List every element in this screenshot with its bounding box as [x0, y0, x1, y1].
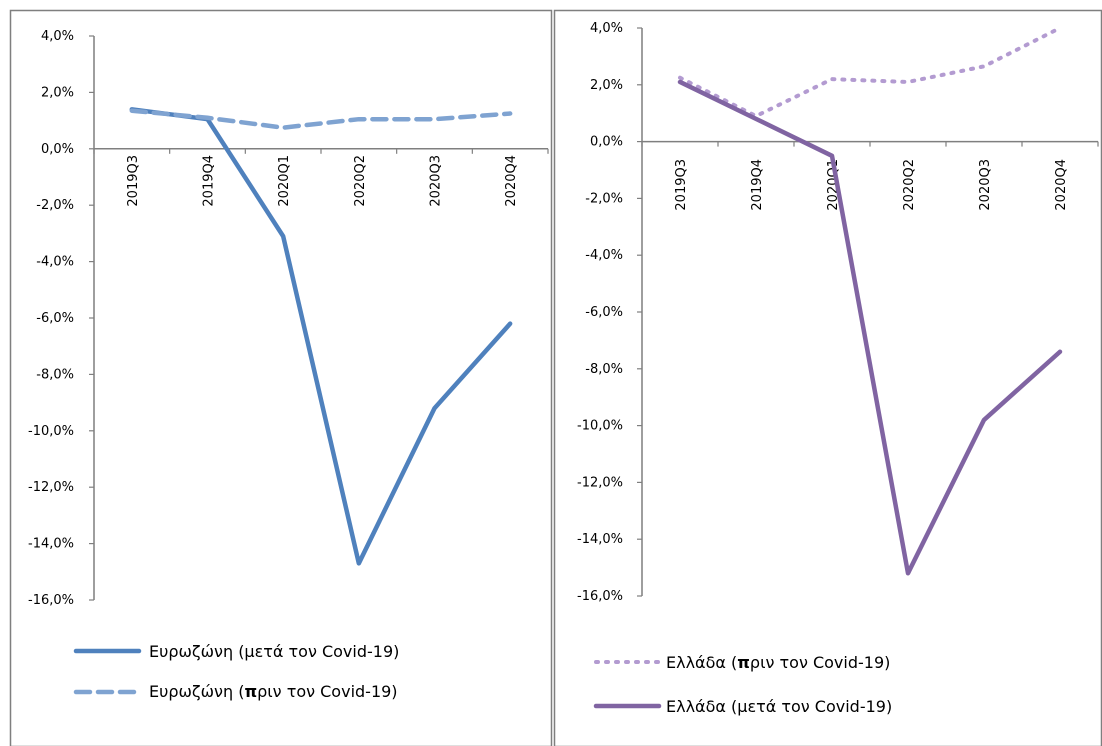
right-chart-x-category-label: 2020Q2 — [902, 159, 917, 211]
right-chart-y-axis: 4,0% 2,0% 0,0% -2,0% -4,0% -6,0% -8,0% -10,0% -1… — [577, 21, 643, 604]
left-chart-y-tick-label: 0,0% — [41, 142, 74, 157]
left-chart-y-tick-label: 2,0% — [41, 85, 74, 100]
right-chart-x-category-label: 2020Q3 — [978, 159, 993, 211]
left-chart-y-tick-label: -14,0% — [28, 537, 74, 552]
left-chart-y-tick-label: -2,0% — [36, 198, 74, 213]
right-chart-x-category-label: 2019Q3 — [674, 159, 689, 211]
right-chart-y-tick-label: -14,0% — [577, 532, 623, 547]
right-chart: 4,0% 2,0% 0,0% -2,0% -4,0% -6,0% -8,0% -10,0% -1… — [577, 21, 1099, 716]
right-chart-y-tick-label: -4,0% — [585, 248, 623, 263]
right-chart-x-category-label: 2019Q4 — [750, 159, 765, 211]
right-chart-series-line — [678, 26, 1062, 119]
right-chart-y-tick-label: 2,0% — [590, 78, 623, 93]
right-chart-legend-label-part: ριν τον Covid-19) — [750, 653, 890, 672]
left-chart-x-axis: 2019Q3 2019Q4 2020Q1 2020Q2 2020Q3 2020Q4 — [93, 148, 549, 207]
left-chart-x-category-label: 2019Q3 — [126, 155, 141, 207]
left-chart-x-category-label: 2019Q4 — [202, 155, 217, 207]
left-chart-y-tick-label: 4,0% — [41, 29, 74, 44]
left-chart-legend-label: Ευρωζώνη (πριν τον Covid-19) — [149, 682, 398, 701]
left-chart-legend: Ευρωζώνη (μετά τον Covid-19) Ευρωζώνη (πρ… — [73, 642, 399, 701]
right-chart-x-axis: 2019Q3 2019Q4 2020Q1 2020Q2 2020Q3 2020Q4 — [641, 140, 1099, 211]
left-chart-legend-label-part: Ευρωζώνη ( — [149, 682, 244, 701]
left-chart-x-category-label: 2020Q1 — [277, 155, 292, 207]
right-chart-legend-label: Ελλάδα (πριν τον Covid-19) — [666, 653, 890, 672]
left-chart-series-line — [129, 108, 513, 130]
left-chart-legend-label-part: Ευρωζώνη (μετά τον Covid-19) — [149, 642, 399, 661]
right-panel-frame — [553, 9, 1102, 746]
left-chart: 4,0% 2,0% 0,0% -2,0% -4,0% -6,0% -8,0% -10,0% -1… — [28, 29, 549, 701]
left-chart-series-line — [129, 107, 513, 566]
left-chart-y-tick-label: -6,0% — [36, 311, 74, 326]
right-chart-legend-label: Ελλάδα (μετά τον Covid-19) — [666, 697, 892, 716]
left-chart-legend-label-part: π — [244, 682, 257, 701]
right-chart-y-tick-label: -10,0% — [577, 419, 623, 434]
right-chart-legend-label-part: Ελλάδα ( — [666, 653, 737, 672]
right-chart-series — [677, 26, 1063, 576]
right-chart-y-tick-label: 0,0% — [590, 135, 623, 150]
right-chart-y-tick-label: 4,0% — [590, 21, 623, 36]
right-chart-y-tick-label: -2,0% — [585, 191, 623, 206]
right-chart-y-tick-label: -6,0% — [585, 305, 623, 320]
left-chart-y-tick-label: -4,0% — [36, 255, 74, 270]
left-chart-y-tick-label: -16,0% — [28, 593, 74, 608]
left-chart-legend-label: Ευρωζώνη (μετά τον Covid-19) — [149, 642, 399, 661]
right-chart-y-tick-label: -12,0% — [577, 475, 623, 490]
right-chart-y-tick-label: -16,0% — [577, 589, 623, 604]
left-chart-y-axis: 4,0% 2,0% 0,0% -2,0% -4,0% -6,0% -8,0% -10,0% -1… — [28, 29, 95, 608]
right-chart-legend-label-part: Ελλάδα (μετά τον Covid-19) — [666, 697, 892, 716]
left-chart-x-category-label: 2020Q4 — [504, 155, 519, 207]
left-chart-y-tick-label: -12,0% — [28, 480, 74, 495]
right-chart-legend-label-part: π — [737, 653, 750, 672]
left-chart-y-tick-label: -10,0% — [28, 424, 74, 439]
right-chart-x-category-label: 2020Q4 — [1054, 159, 1069, 211]
left-panel-frame — [9, 9, 553, 746]
right-chart-series-line — [677, 79, 1063, 576]
right-chart-x-category-label: 2020Q1 — [826, 159, 841, 211]
left-chart-y-tick-label: -8,0% — [36, 367, 74, 382]
left-chart-legend-label-part: ριν τον Covid-19) — [257, 682, 397, 701]
left-chart-x-category-label: 2020Q2 — [353, 155, 368, 207]
left-chart-series — [129, 107, 513, 566]
right-chart-legend: Ελλάδα (πριν τον Covid-19) Ελλάδα (μετά τ… — [593, 653, 892, 716]
left-chart-x-category-label: 2020Q3 — [429, 155, 444, 207]
right-chart-y-tick-label: -8,0% — [585, 362, 623, 377]
